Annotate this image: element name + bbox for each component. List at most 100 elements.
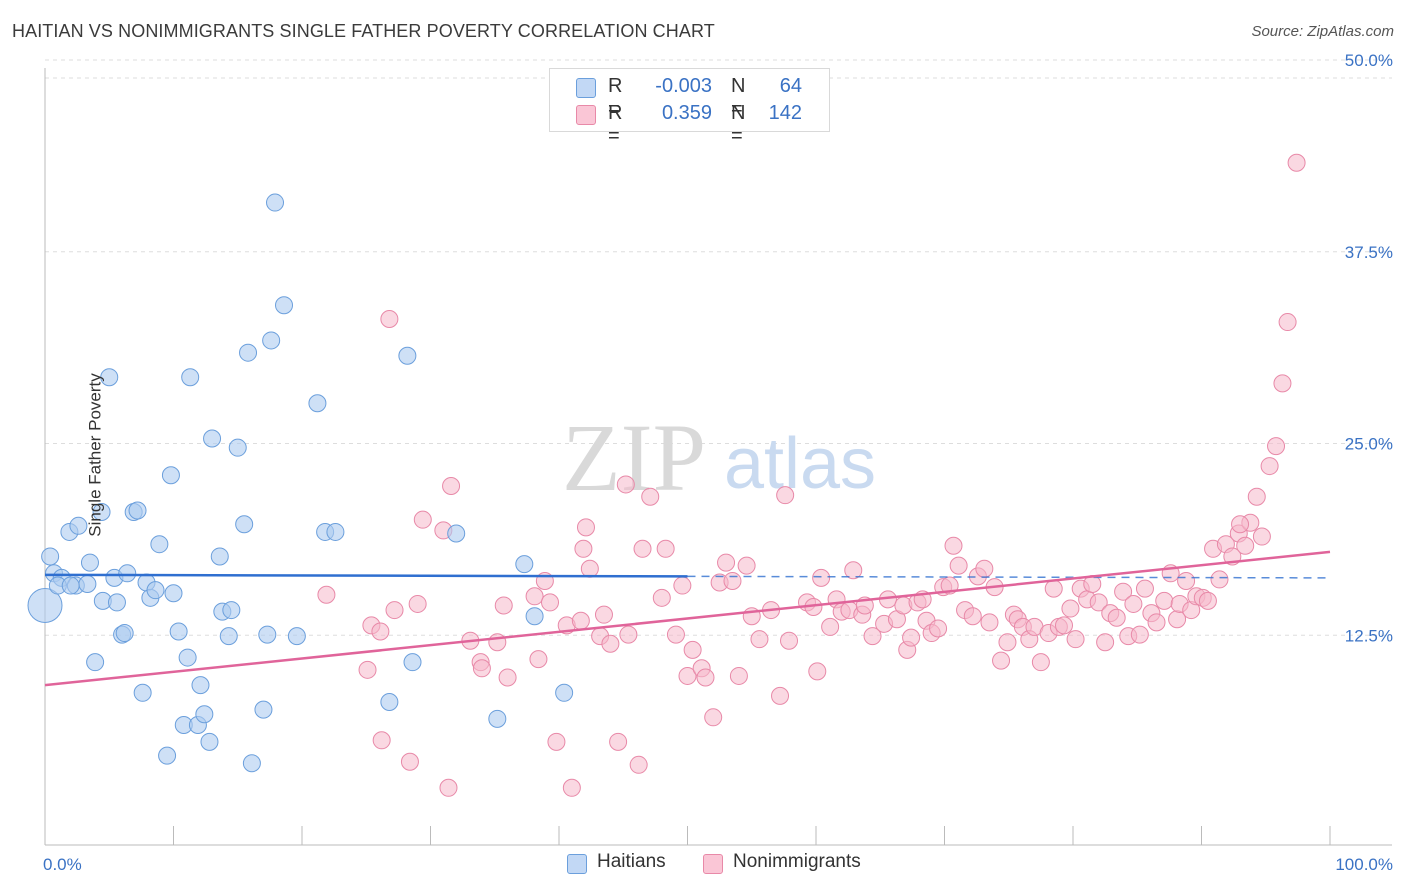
axes xyxy=(44,68,1392,846)
nonimmigrants-trend-line xyxy=(44,550,1331,687)
nonimmigrants-point xyxy=(633,539,652,558)
nonimmigrants-point xyxy=(1061,599,1080,618)
haitians-point xyxy=(178,648,197,667)
haitians-point xyxy=(146,581,165,600)
haitians-point xyxy=(107,593,126,612)
watermark-atlas: atlas xyxy=(724,424,876,504)
nonimmigrants-point xyxy=(737,556,756,575)
haitians-point xyxy=(195,705,214,724)
nonimmigrants-point xyxy=(673,576,692,595)
nonimmigrants-point xyxy=(380,309,399,328)
nonimmigrants-point xyxy=(619,625,638,644)
haitians-point xyxy=(228,438,247,457)
haitians-point xyxy=(69,516,88,535)
nonimmigrants-point xyxy=(372,731,391,750)
nonimmigrants-point xyxy=(723,571,742,590)
nonimmigrants-point xyxy=(1147,613,1166,632)
haitians-point xyxy=(275,296,294,315)
haitians-point xyxy=(115,624,134,643)
y-tick-label: 12.5% xyxy=(1345,626,1393,645)
nonimmigrants-point xyxy=(442,476,461,495)
nonimmigrants-points xyxy=(317,153,1306,797)
nonimmigrants-point xyxy=(1130,625,1149,644)
haitians-point xyxy=(161,466,180,485)
nonimmigrants-point xyxy=(1267,437,1286,456)
nonimmigrants-point xyxy=(1044,579,1063,598)
legend-n-value: 142 xyxy=(768,102,802,124)
haitians-point xyxy=(61,576,80,595)
legend-r-label: R = xyxy=(608,75,623,120)
haitians-point xyxy=(191,676,210,695)
haitians-point xyxy=(203,429,222,448)
nonimmigrants-point xyxy=(1155,591,1174,610)
nonimmigrants-point xyxy=(413,510,432,529)
nonimmigrants-point xyxy=(601,634,620,653)
haitians-point xyxy=(235,515,254,534)
haitians-point xyxy=(128,501,147,520)
legend-n-label: N = xyxy=(731,102,746,147)
haitians-point xyxy=(398,346,417,365)
nonimmigrants-point xyxy=(547,732,566,751)
nonimmigrants-point xyxy=(652,588,671,607)
haitians-trend-extension xyxy=(687,575,1331,579)
source-label: Source: ZipAtlas.com xyxy=(1251,23,1394,40)
nonimmigrants-point xyxy=(525,587,544,606)
haitians-point xyxy=(86,653,105,672)
haitians-point xyxy=(219,627,238,646)
nonimmigrants-point xyxy=(1231,515,1250,534)
chart-title: HAITIAN VS NONIMMIGRANTS SINGLE FATHER P… xyxy=(12,21,715,41)
nonimmigrants-point xyxy=(1236,536,1255,555)
haitians-point xyxy=(169,622,188,641)
nonimmigrants-point xyxy=(963,607,982,626)
y-axis-label: Single Father Poverty xyxy=(85,373,105,537)
watermark-zip: ZIP xyxy=(562,404,706,511)
haitians-point xyxy=(242,754,261,773)
haitians-label: Haitians xyxy=(597,851,666,872)
haitians-point xyxy=(262,331,281,350)
haitians-point xyxy=(118,564,137,583)
nonimmigrants-point xyxy=(1107,608,1126,627)
nonimmigrants-point xyxy=(729,666,748,685)
nonimmigrants-point xyxy=(574,539,593,558)
nonimmigrants-point xyxy=(944,536,963,555)
nonimmigrants-point xyxy=(1089,593,1108,612)
nonimmigrants-point xyxy=(1247,487,1266,506)
nonimmigrants-point xyxy=(1287,153,1306,172)
nonimmigrants-swatch xyxy=(703,854,723,874)
nonimmigrants-point xyxy=(780,631,799,650)
nonimmigrants-point xyxy=(771,686,790,705)
haitians-point xyxy=(266,193,285,212)
nonimmigrants-point xyxy=(863,627,882,646)
nonimmigrants-point xyxy=(629,755,648,774)
nonimmigrants-point xyxy=(929,619,948,638)
haitians-point xyxy=(403,653,422,672)
nonimmigrants-point xyxy=(980,613,999,632)
nonimmigrants-point xyxy=(975,559,994,578)
nonimmigrants-point xyxy=(576,518,595,537)
nonimmigrants-point xyxy=(949,556,968,575)
haitians-point xyxy=(326,522,345,541)
haitians-point xyxy=(447,524,466,543)
haitians-point xyxy=(150,535,169,554)
nonimmigrants-point xyxy=(776,486,795,505)
haitians-point xyxy=(525,607,544,626)
haitians-points xyxy=(27,193,574,773)
nonimmigrants-point xyxy=(1135,579,1154,598)
legend: R = -0.003 N = 64 R = 0.359 N = 142 xyxy=(549,68,830,147)
haitians-point xyxy=(181,368,200,387)
legend-swatch-blue xyxy=(576,78,596,98)
nonimmigrants-point xyxy=(529,650,548,669)
haitians-point xyxy=(254,700,273,719)
haitians-point xyxy=(200,732,219,751)
haitians-point xyxy=(100,368,119,387)
haitians-point xyxy=(164,584,183,603)
haitians-point xyxy=(41,547,60,566)
nonimmigrants-point xyxy=(704,708,723,727)
nonimmigrants-point xyxy=(541,593,560,612)
x-tick-label: 0.0% xyxy=(43,855,82,874)
haitians-swatch xyxy=(567,854,587,874)
nonimmigrants-point xyxy=(358,660,377,679)
nonimmigrants-point xyxy=(408,594,427,613)
nonimmigrants-point xyxy=(1031,653,1050,672)
